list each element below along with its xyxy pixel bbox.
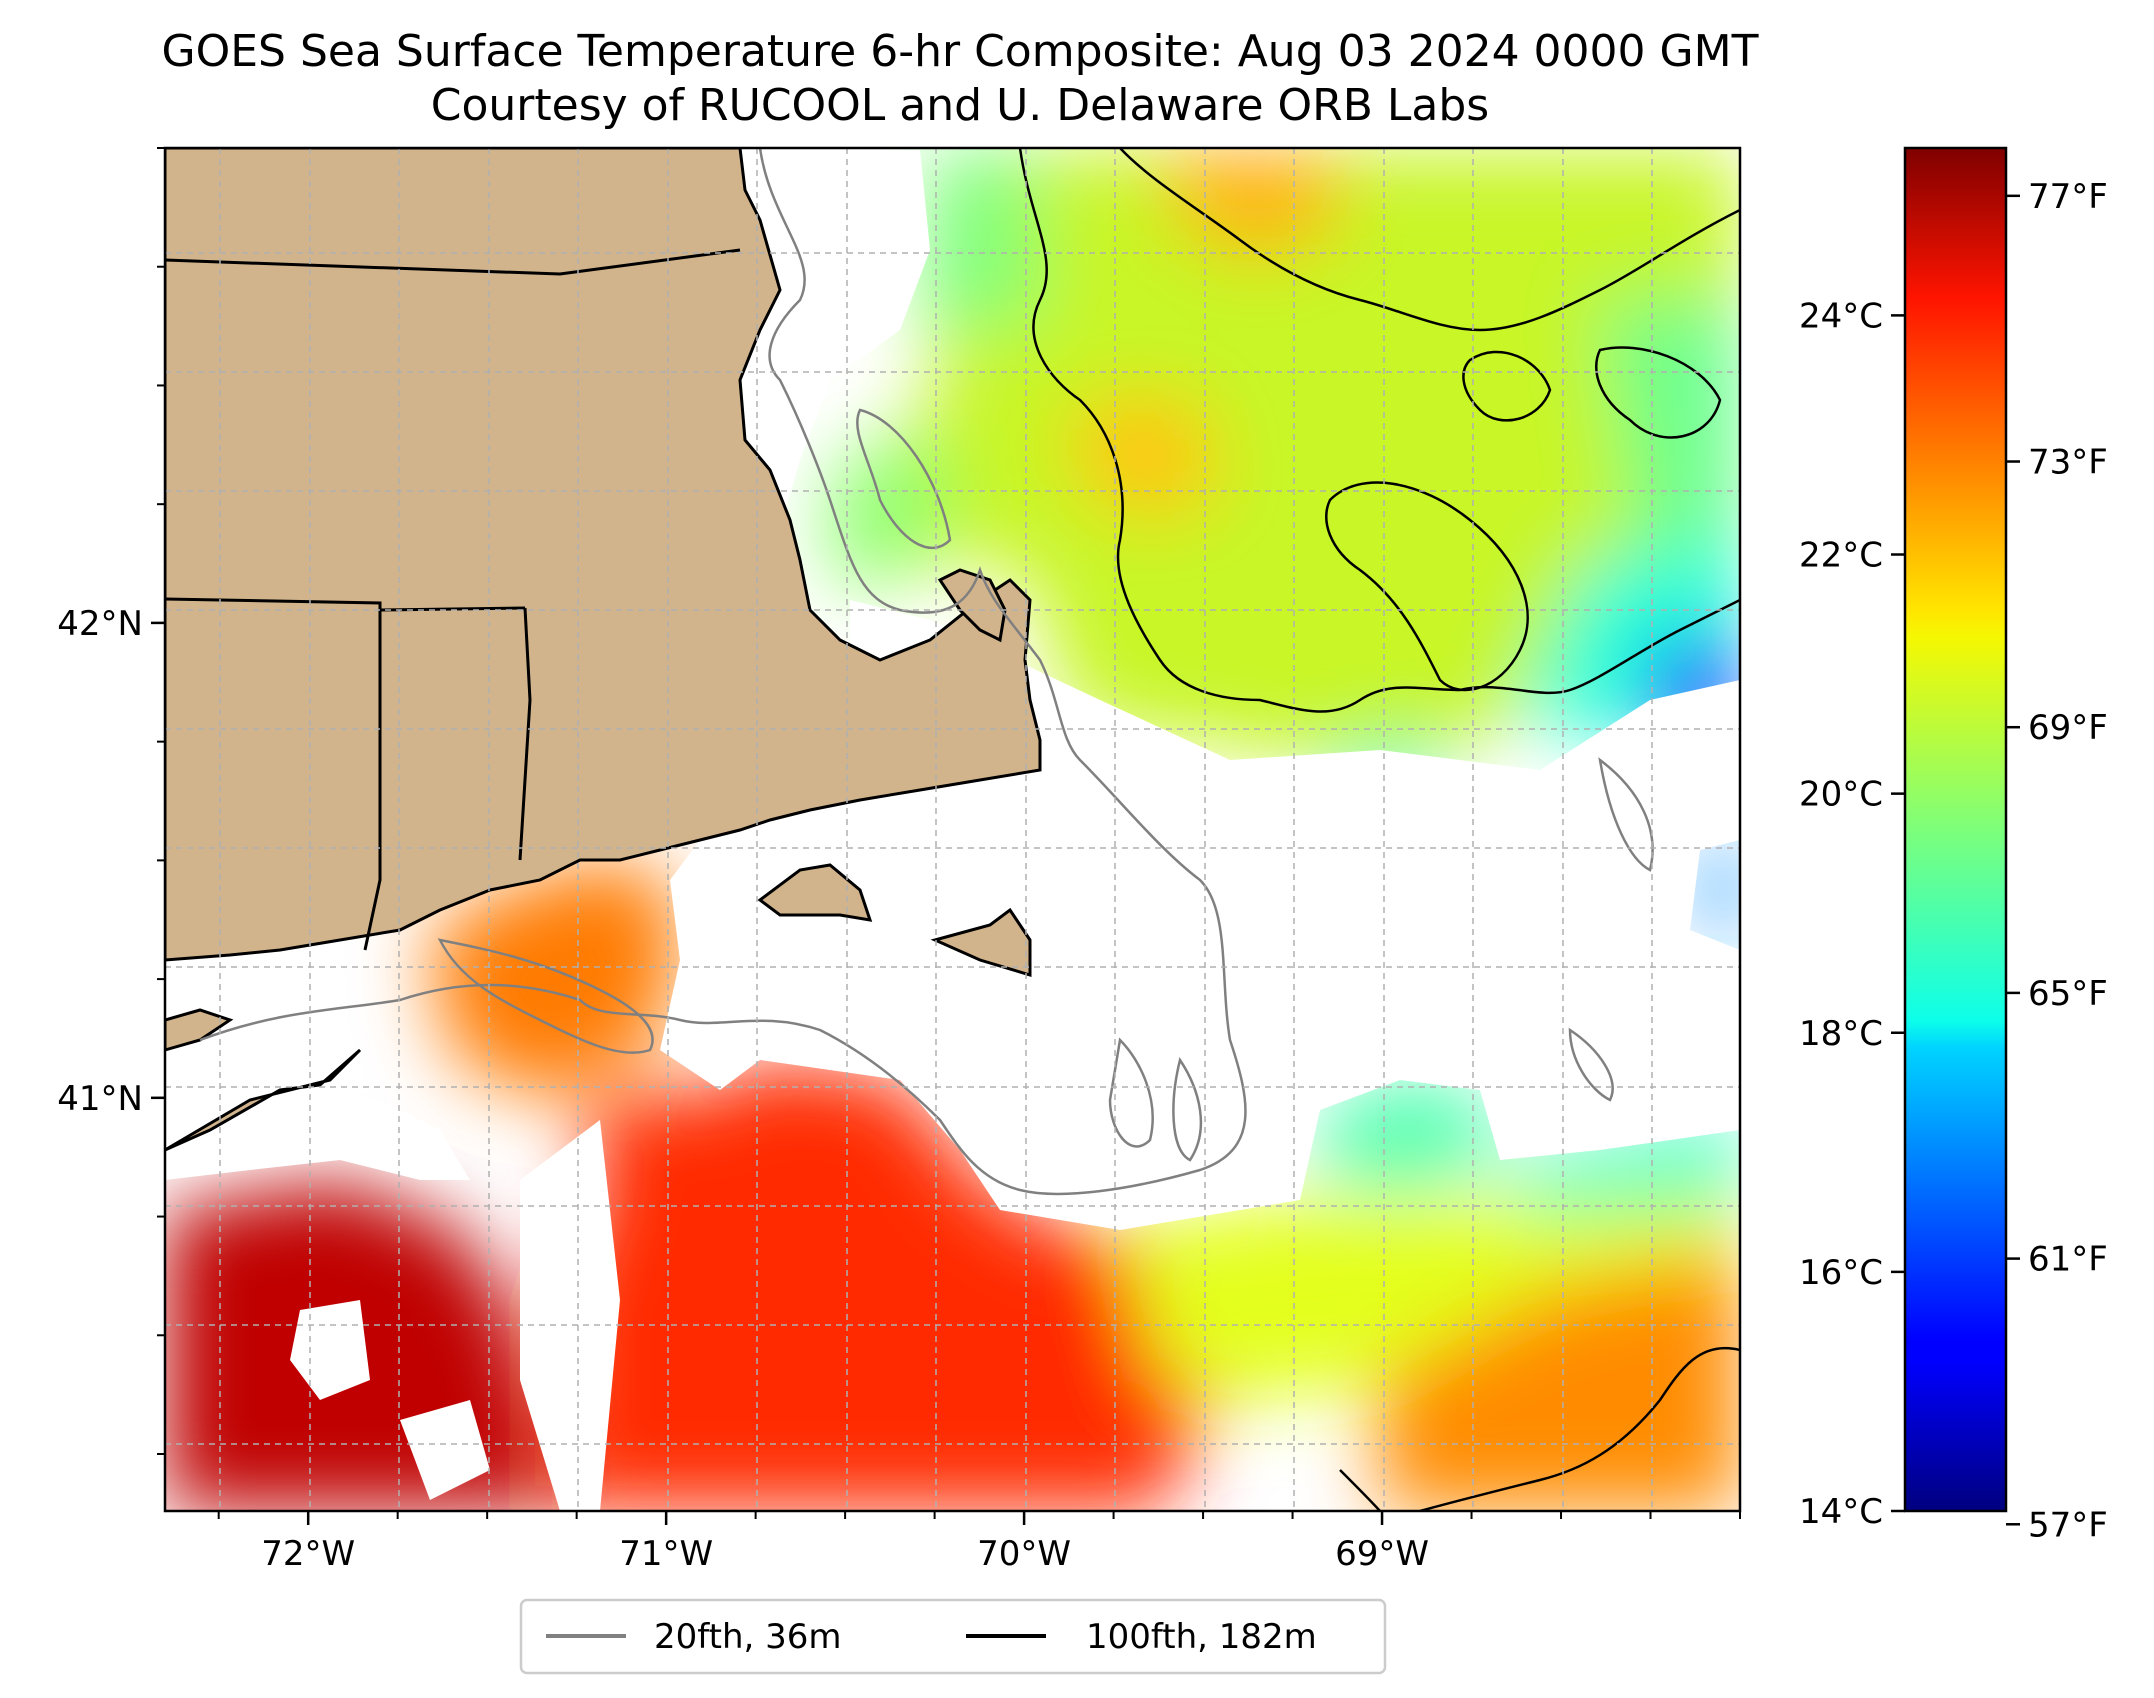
map-frame: [163, 146, 1742, 1513]
fahrenheit-tick-label: 57°F: [2028, 1505, 2108, 1545]
sst-ri-sound: [430, 860, 680, 1100]
legend-label-100fth: 100fth, 182m: [1086, 1617, 1317, 1657]
map-panel: [165, 148, 1740, 1511]
lon-tick-label: 72°W: [261, 1534, 355, 1574]
sst-blue-patch: [1700, 840, 1740, 940]
celsius-tick-label: 14°C: [1799, 1492, 1883, 1532]
lon-tick-label: 69°W: [1335, 1534, 1429, 1574]
isobath-20fth-georges-2: [1172, 1056, 1203, 1162]
isobath-20fth-ne-1: [1598, 757, 1654, 872]
sst-east-maine-green: [1600, 300, 1740, 560]
fahrenheit-tick-label: 65°F: [2028, 974, 2108, 1014]
celsius-tick-label: 22°C: [1799, 536, 1883, 576]
sst-southeast-cyan-2: [1510, 1120, 1740, 1210]
sst-southeast-orange: [1380, 1250, 1740, 1511]
fahrenheit-tick-label: 69°F: [2028, 708, 2108, 748]
bathymetry-20fth: [199, 148, 1654, 1196]
lat-tick-label: 41°N: [57, 1079, 143, 1119]
land-new-england: [165, 148, 1042, 962]
isobath-100fth-gom-2: [1119, 148, 1740, 332]
cloud-mask-channel: [520, 1120, 620, 1511]
isobath-100fth-gom-5: [1595, 346, 1722, 439]
colorbar-ticks: 14°C 16°C 18°C 20°C 22°C 24°C 57°F 61°F 65°F 69°F…: [1799, 177, 2108, 1545]
sst-maine-orange: [1160, 150, 1340, 260]
cloud-mask-sw-gap-2: [400, 1400, 490, 1500]
isobath-100fth-gom-1: [1018, 148, 1740, 713]
fahrenheit-tick-label: 77°F: [2028, 177, 2108, 217]
land-nantucket: [930, 907, 1032, 978]
map-title-line1: GOES Sea Surface Temperature 6-hr Compos…: [162, 26, 1759, 77]
map-title-line2: Courtesy of RUCOOL and U. Delaware ORB L…: [431, 80, 1489, 131]
legend: 20fth, 36m 100fth, 182m: [519, 1598, 1387, 1675]
colorbar-gradient: [1903, 146, 2008, 1513]
border-ct-ri: [363, 603, 382, 951]
border-ma-nh: [165, 248, 741, 276]
legend-label-20fth: 20fth, 36m: [654, 1617, 842, 1657]
lat-tick-label: 42°N: [57, 604, 143, 644]
isobath-100fth-gom-4: [1462, 350, 1552, 422]
legend-box: [519, 1598, 1387, 1675]
fahrenheit-tick-label: 61°F: [2028, 1240, 2108, 1280]
lon-tick-label: 71°W: [619, 1534, 713, 1574]
celsius-tick-label: 20°C: [1799, 775, 1883, 815]
celsius-tick-label: 16°C: [1799, 1253, 1883, 1293]
isobath-20fth-ne-2: [1568, 1027, 1614, 1102]
sst-raster: [165, 150, 1740, 1511]
fahrenheit-tick-label: 73°F: [2028, 443, 2108, 483]
sst-southeast-cyan: [1320, 1080, 1500, 1190]
land-long-island-fork: [165, 1008, 234, 1052]
sst-maine-mid-orange: [1070, 400, 1220, 520]
isobath-100fth-slope: [1419, 1346, 1740, 1511]
sst-cape-cod-bay: [830, 430, 950, 590]
bathymetry-100fth: [1018, 148, 1740, 1511]
celsius-tick-label: 24°C: [1799, 296, 1883, 336]
sst-gulf-of-maine: [830, 150, 1740, 760]
celsius-tick-label: 18°C: [1799, 1014, 1883, 1054]
gridlines: [165, 148, 1740, 1511]
land: [165, 148, 1042, 1152]
land-long-island: [165, 1048, 362, 1152]
isobath-100fth-slope-2: [1339, 1469, 1381, 1511]
isobath-20fth-coast: [199, 148, 1247, 1196]
isobath-20fth-ccbay: [856, 408, 952, 550]
isobath-20fth-georges-1: [1108, 1037, 1154, 1148]
map-axis-ticks: 72°W 71°W 70°W 69°W 42°N 41°N: [57, 147, 1741, 1574]
sst-shelf-red: [560, 1060, 1260, 1511]
state-borders: [165, 248, 741, 951]
border-ri-ma: [518, 607, 532, 861]
isobath-20fth-ri: [437, 938, 654, 1054]
lon-tick-label: 70°W: [977, 1534, 1071, 1574]
colorbar: 14°C 16°C 18°C 20°C 22°C 24°C 57°F 61°F 65°F 69°F…: [1799, 146, 2108, 1545]
sst-green-wedge: [920, 150, 1040, 330]
land-marthas-vineyard: [757, 863, 873, 922]
isobath-100fth-gom-3: [1325, 481, 1529, 692]
